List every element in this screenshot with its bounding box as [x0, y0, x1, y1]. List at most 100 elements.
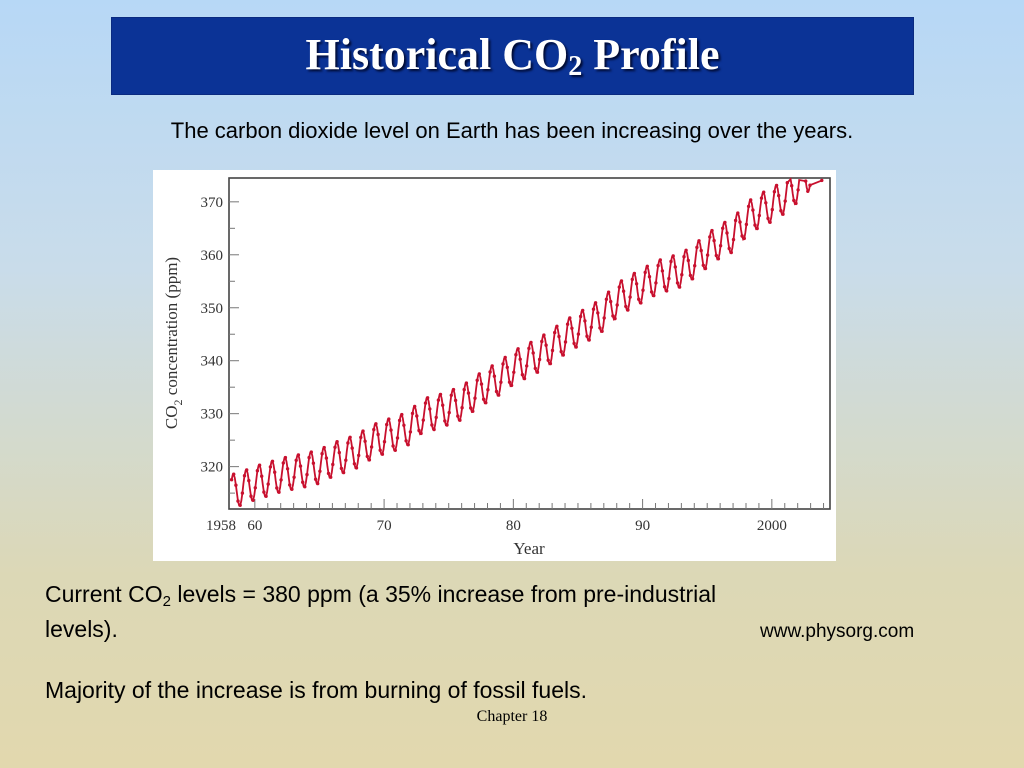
data-point — [662, 285, 667, 289]
title-banner: Historical CO2 Profile — [111, 17, 914, 95]
data-point — [673, 265, 677, 269]
data-point — [561, 353, 565, 357]
data-point — [318, 469, 322, 473]
data-point — [512, 370, 516, 374]
data-point — [449, 393, 453, 397]
data-point — [751, 208, 755, 212]
data-point — [253, 486, 257, 490]
data-point — [270, 459, 275, 463]
data-point — [637, 297, 641, 301]
data-point — [699, 248, 703, 253]
data-point — [695, 245, 699, 250]
data-point — [378, 448, 382, 452]
data-point — [501, 362, 505, 366]
data-point — [804, 179, 808, 183]
data-point — [393, 448, 397, 452]
data-point — [624, 304, 628, 309]
data-point — [307, 455, 311, 460]
data-point — [669, 259, 673, 264]
data-point — [593, 301, 598, 305]
source-link[interactable]: www.physorg.com — [760, 621, 915, 642]
data-point — [535, 370, 540, 374]
data-point — [645, 264, 649, 268]
data-point — [374, 422, 378, 426]
data-point — [471, 409, 475, 413]
data-point — [725, 231, 729, 235]
data-point — [749, 198, 753, 202]
data-point — [677, 285, 682, 289]
data-point — [768, 220, 772, 224]
data-point — [313, 477, 318, 481]
data-point — [443, 419, 447, 423]
data-point — [348, 435, 352, 439]
data-point — [447, 410, 451, 415]
data-point — [548, 361, 553, 366]
data-point — [385, 422, 389, 427]
data-point — [363, 439, 367, 443]
data-point — [779, 209, 783, 213]
data-point — [475, 378, 479, 382]
data-point — [324, 456, 329, 460]
plot-frame — [228, 177, 831, 510]
data-point — [294, 458, 298, 462]
data-point — [643, 270, 647, 275]
data-point — [762, 190, 766, 194]
data-point — [369, 445, 374, 449]
y-tick-label: 330 — [201, 407, 224, 423]
data-point — [604, 297, 609, 301]
bullet-current-levels-cont: levels). — [45, 616, 118, 642]
x-tick-label: 1958 — [206, 518, 236, 534]
data-point — [309, 450, 313, 454]
data-point — [245, 468, 249, 472]
data-point — [641, 288, 645, 292]
data-point — [723, 220, 727, 225]
data-point — [335, 440, 339, 444]
data-point — [806, 189, 810, 193]
data-point — [408, 430, 413, 434]
data-point — [264, 494, 268, 498]
data-point — [570, 326, 574, 330]
data-point — [589, 325, 593, 329]
data-point — [518, 357, 522, 361]
data-point — [544, 343, 548, 347]
data-point — [553, 330, 557, 335]
data-point — [421, 418, 425, 422]
data-point — [404, 439, 408, 443]
data-point — [337, 450, 341, 455]
data-point — [525, 364, 529, 368]
data-point — [680, 273, 684, 277]
data-point — [322, 445, 326, 450]
data-point — [522, 376, 527, 381]
data-point — [665, 289, 669, 293]
x-tick-label: 90 — [635, 518, 650, 534]
data-point — [339, 466, 344, 471]
data-point — [466, 391, 471, 395]
data-point — [617, 285, 621, 289]
x-tick-label: 2000 — [757, 518, 787, 534]
data-point — [260, 474, 264, 478]
data-point — [529, 340, 533, 345]
data-point — [417, 428, 421, 433]
data-point — [671, 254, 675, 258]
data-point — [693, 264, 697, 268]
data-point — [639, 301, 643, 305]
data-point — [441, 403, 445, 407]
data-point — [423, 401, 428, 405]
data-point — [652, 293, 656, 298]
data-point — [288, 483, 292, 487]
data-point — [774, 183, 779, 188]
data-point — [703, 266, 708, 271]
data-point — [591, 307, 596, 311]
data-point — [770, 207, 774, 212]
data-point — [710, 228, 714, 233]
data-point — [619, 279, 624, 283]
data-point — [621, 289, 626, 293]
data-point — [389, 428, 393, 432]
data-point — [305, 472, 309, 477]
data-point — [647, 275, 652, 279]
data-point — [634, 282, 639, 286]
data-point — [320, 452, 324, 456]
data-point — [238, 503, 242, 507]
data-point — [240, 491, 245, 495]
data-point — [257, 463, 262, 467]
